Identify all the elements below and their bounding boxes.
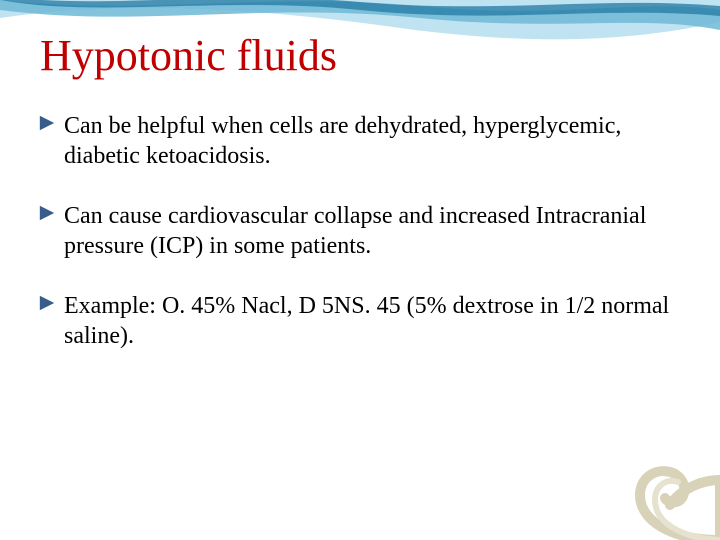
slide-container: Hypotonic fluids Can be helpful when cel… (0, 0, 720, 540)
bullet-item: Example: O. 45% Nacl, D 5NS. 45 (5% dext… (34, 291, 680, 351)
bullet-arrow-icon (38, 294, 56, 312)
bullet-list: Can be helpful when cells are dehydrated… (34, 111, 680, 351)
bullet-arrow-icon (38, 204, 56, 222)
bullet-text: Example: O. 45% Nacl, D 5NS. 45 (5% dext… (64, 293, 669, 349)
bullet-arrow-icon (38, 114, 56, 132)
bullet-text: Can cause cardiovascular collapse and in… (64, 203, 646, 259)
bullet-item: Can cause cardiovascular collapse and in… (34, 201, 680, 261)
slide-title: Hypotonic fluids (40, 30, 680, 81)
bullet-item: Can be helpful when cells are dehydrated… (34, 111, 680, 171)
bullet-text: Can be helpful when cells are dehydrated… (64, 113, 621, 169)
